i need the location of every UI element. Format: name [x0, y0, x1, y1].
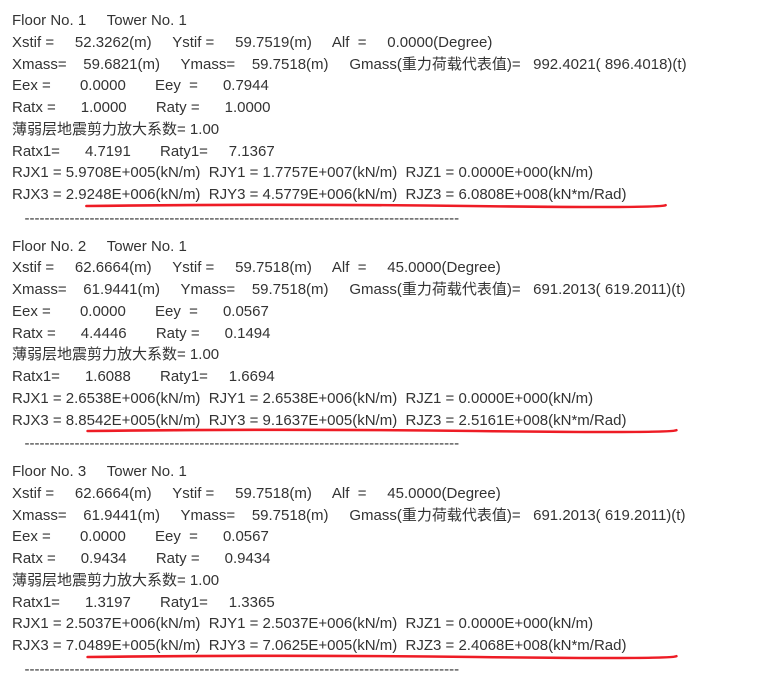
- ratx-line: Ratx = 4.4446 Raty = 0.1494: [12, 323, 771, 345]
- floor-block-2: Floor No. 2 Tower No. 1Xstif = 62.6664(m…: [12, 236, 771, 456]
- eex-line: Eex = 0.0000 Eey = 0.7944: [12, 75, 771, 97]
- ratx1-line: Ratx1= 1.3197 Raty1= 1.3365: [12, 592, 771, 614]
- ratx1-line: Ratx1= 1.6088 Raty1= 1.6694: [12, 366, 771, 388]
- eex-line: Eex = 0.0000 Eey = 0.0567: [12, 301, 771, 323]
- rj3-line: RJX3 = 8.8542E+005(kN/m) RJY3 = 9.1637E+…: [12, 410, 771, 432]
- eex-line: Eex = 0.0000 Eey = 0.0567: [12, 526, 771, 548]
- mass-line: Xmass= 59.6821(m) Ymass= 59.7518(m) Gmas…: [12, 54, 771, 76]
- separator-dashes: ----------------------------------------…: [12, 659, 771, 681]
- structural-output-document: Floor No. 1 Tower No. 1Xstif = 52.3262(m…: [12, 10, 771, 681]
- weak-layer-line: 薄弱层地震剪力放大系数= 1.00: [12, 119, 771, 141]
- floor-header: Floor No. 1 Tower No. 1: [12, 10, 771, 32]
- separator-dashes: ----------------------------------------…: [12, 433, 771, 455]
- separator-dashes: ----------------------------------------…: [12, 208, 771, 230]
- ratx-line: Ratx = 0.9434 Raty = 0.9434: [12, 548, 771, 570]
- ratx-line: Ratx = 1.0000 Raty = 1.0000: [12, 97, 771, 119]
- rj1-line: RJX1 = 5.9708E+005(kN/m) RJY1 = 1.7757E+…: [12, 162, 771, 184]
- floor-header: Floor No. 2 Tower No. 1: [12, 236, 771, 258]
- weak-layer-line: 薄弱层地震剪力放大系数= 1.00: [12, 344, 771, 366]
- mass-line: Xmass= 61.9441(m) Ymass= 59.7518(m) Gmas…: [12, 279, 771, 301]
- floor-header: Floor No. 3 Tower No. 1: [12, 461, 771, 483]
- rj1-line: RJX1 = 2.5037E+006(kN/m) RJY1 = 2.5037E+…: [12, 613, 771, 635]
- weak-layer-line: 薄弱层地震剪力放大系数= 1.00: [12, 570, 771, 592]
- stif-line: Xstif = 52.3262(m) Ystif = 59.7519(m) Al…: [12, 32, 771, 54]
- floor-block-1: Floor No. 1 Tower No. 1Xstif = 52.3262(m…: [12, 10, 771, 230]
- rj3-line: RJX3 = 7.0489E+005(kN/m) RJY3 = 7.0625E+…: [12, 635, 771, 657]
- floor-block-3: Floor No. 3 Tower No. 1Xstif = 62.6664(m…: [12, 461, 771, 681]
- rj3-line: RJX3 = 2.9248E+006(kN/m) RJY3 = 4.5779E+…: [12, 184, 771, 206]
- stif-line: Xstif = 62.6664(m) Ystif = 59.7518(m) Al…: [12, 483, 771, 505]
- rj1-line: RJX1 = 2.6538E+006(kN/m) RJY1 = 2.6538E+…: [12, 388, 771, 410]
- mass-line: Xmass= 61.9441(m) Ymass= 59.7518(m) Gmas…: [12, 505, 771, 527]
- stif-line: Xstif = 62.6664(m) Ystif = 59.7518(m) Al…: [12, 257, 771, 279]
- ratx1-line: Ratx1= 4.7191 Raty1= 7.1367: [12, 141, 771, 163]
